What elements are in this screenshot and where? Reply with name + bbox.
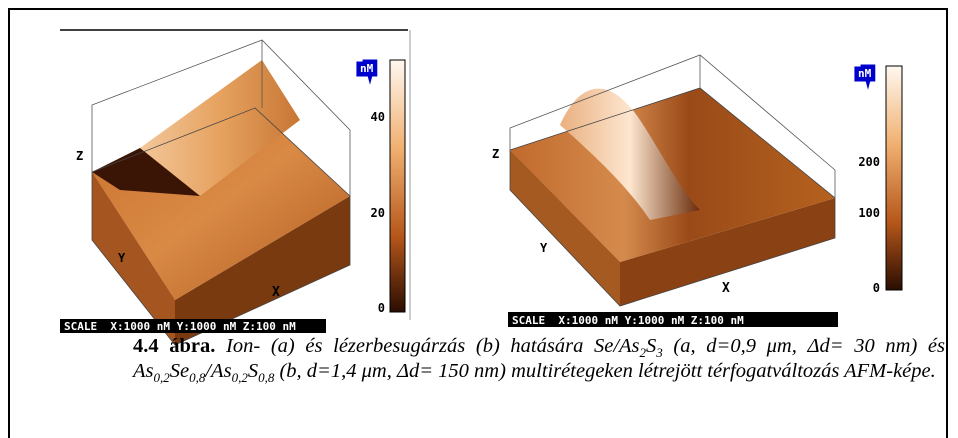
axis-label: Y: [118, 251, 126, 265]
caption-sub: 0,2: [232, 370, 248, 385]
axis-label: X: [722, 281, 730, 296]
caption-sub: 0,8: [258, 370, 274, 385]
caption-text: /As: [205, 360, 231, 382]
caption-sub: 0,2: [154, 370, 170, 385]
axis-label: Z: [76, 149, 83, 163]
colorbar-tick: 0: [873, 281, 880, 295]
colorbar-tick: 40: [371, 110, 385, 124]
caption-text: S: [646, 335, 656, 357]
colorbar-tick: 100: [858, 206, 880, 220]
caption-sub: 0,8: [189, 370, 205, 385]
scale-bar: SCALE X:1000 nM Y:1000 nM Z:100 nM: [512, 314, 744, 327]
caption-text: (b, d=1,4 μm, Δd= 150 nm) multirétegeken…: [274, 360, 935, 382]
axis-label: X: [272, 285, 280, 300]
axis-label: Z: [492, 147, 499, 161]
page: nM 40 20 0 Z Y X SCALE X:1000 nM Y:1000 …: [0, 0, 958, 428]
scale-bar: SCALE X:1000 nM Y:1000 nM Z:100 nM: [64, 320, 296, 333]
colorbar-unit: nM: [858, 67, 872, 80]
caption-text: Se: [170, 360, 189, 382]
caption-text: S: [248, 360, 258, 382]
figure-caption: 4.4 ábra. Ion- (a) és lézerbesugárzás (b…: [133, 334, 945, 384]
caption-text: Ion- (a) és lézerbesugárzás (b) hatására…: [215, 335, 639, 357]
axis-label: Y: [540, 241, 548, 255]
colorbar-tick: 0: [378, 301, 385, 315]
colorbar-unit: nM: [360, 62, 374, 75]
afm-image-a: [60, 30, 410, 345]
colorbar-tick: 20: [371, 206, 385, 220]
colorbar-tick: 200: [858, 155, 880, 169]
caption-label: 4.4 ábra.: [133, 335, 215, 357]
afm-image-b: [508, 55, 902, 327]
